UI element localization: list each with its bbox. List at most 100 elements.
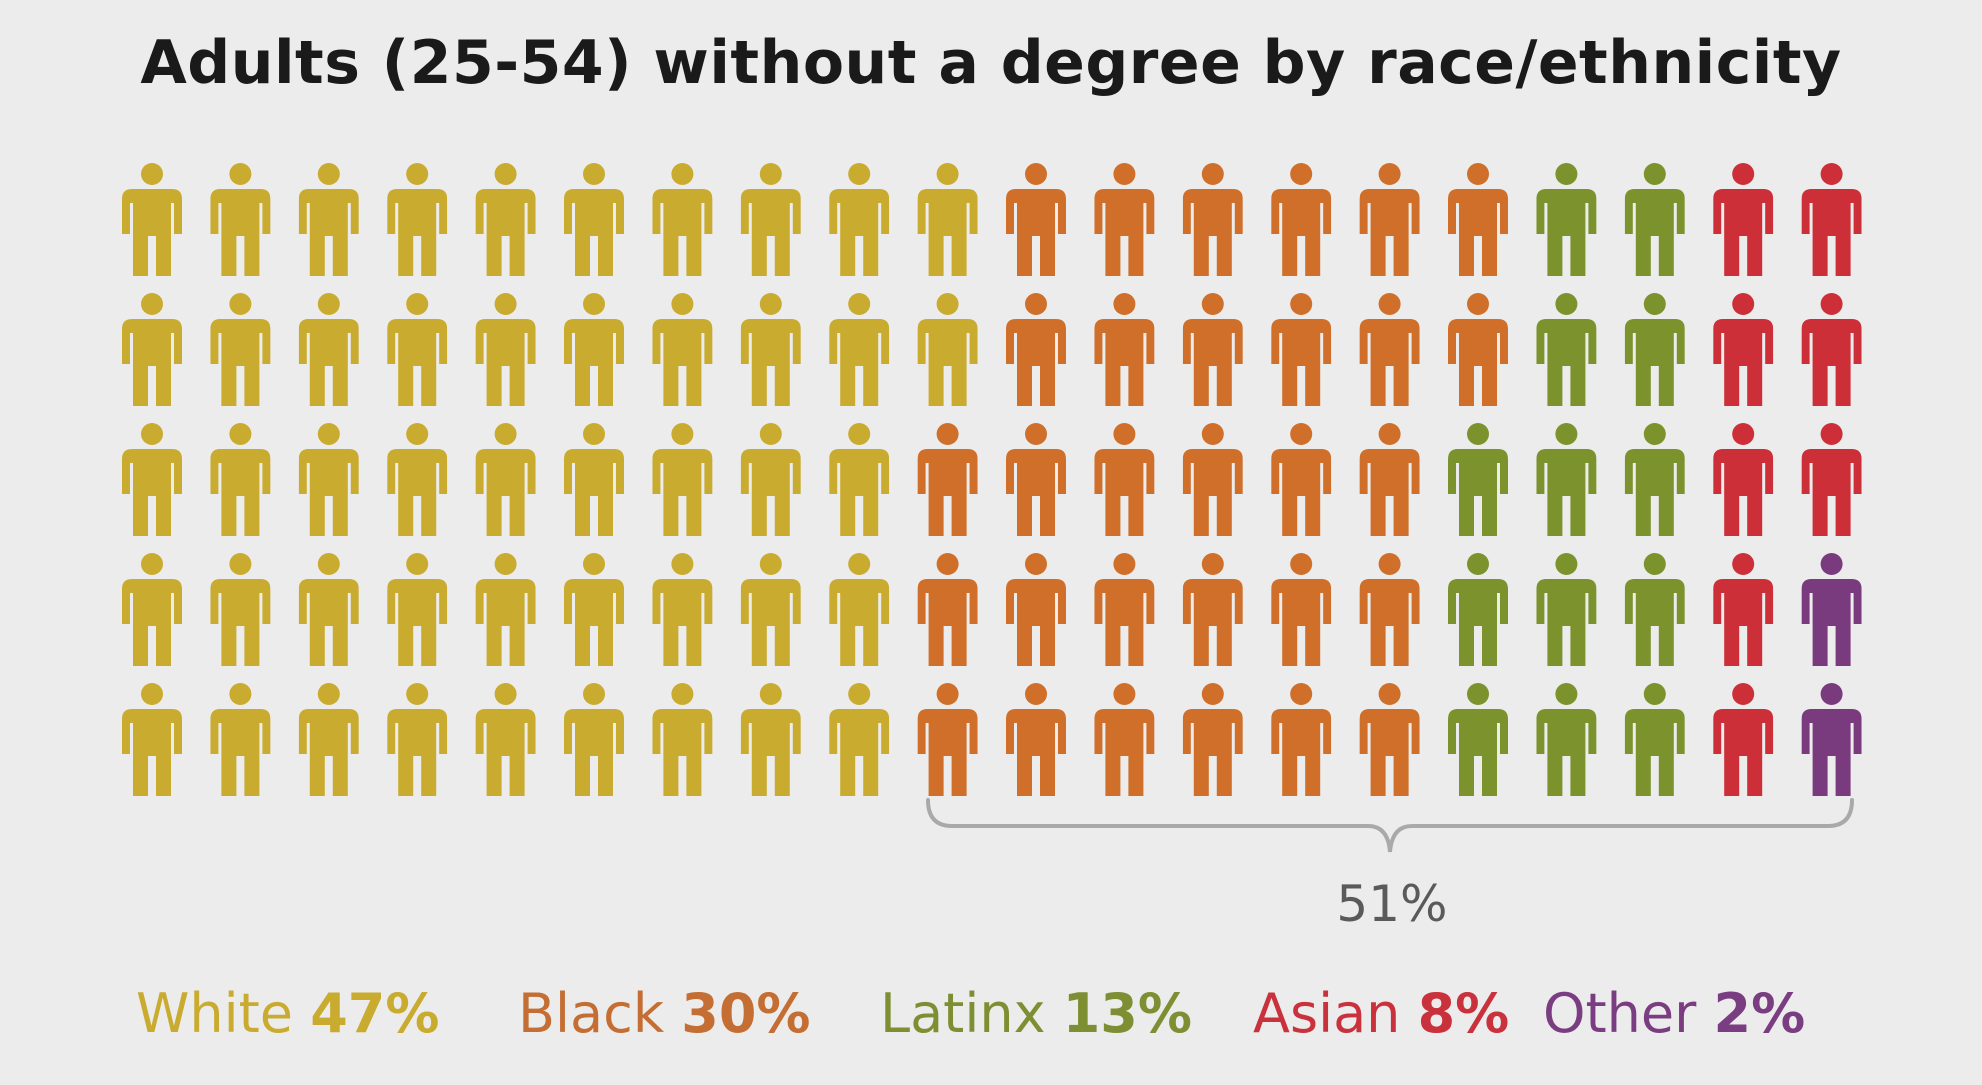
person-icon-other xyxy=(1801,553,1862,666)
person-icon-latinx xyxy=(1536,553,1597,666)
person-icon-black xyxy=(1182,683,1243,796)
person-icon-black xyxy=(1006,683,1066,796)
person-icon-white xyxy=(475,423,536,536)
person-icon-white xyxy=(740,163,801,276)
person-icon-black xyxy=(1448,163,1508,276)
person-icon-black xyxy=(917,553,978,666)
person-icon-white xyxy=(298,553,359,666)
person-icon-white xyxy=(298,163,359,276)
person-icon-black xyxy=(1182,163,1243,276)
legend-value-asian: 8% xyxy=(1417,982,1510,1045)
person-icon-black xyxy=(1271,553,1332,666)
person-icon-latinx xyxy=(1624,293,1685,406)
person-icon-white xyxy=(564,423,624,536)
person-icon-black xyxy=(1006,423,1066,536)
person-icon-white xyxy=(387,553,448,666)
person-icon-white xyxy=(740,553,801,666)
person-icon-black xyxy=(1359,423,1420,536)
legend-label-asian: Asian xyxy=(1253,982,1401,1045)
person-icon-white xyxy=(475,293,536,406)
person-icon-black xyxy=(1094,423,1155,536)
person-icon-white xyxy=(475,163,536,276)
person-icon-black xyxy=(1094,683,1155,796)
person-icon-black xyxy=(1182,423,1243,536)
person-icon-black xyxy=(1448,293,1508,406)
person-icon-asian xyxy=(1713,293,1774,406)
person-icon-black xyxy=(917,423,978,536)
person-icon-black xyxy=(1006,293,1066,406)
person-icon-black xyxy=(1006,553,1066,666)
person-icon-latinx xyxy=(1536,163,1597,276)
person-icon-white xyxy=(298,683,359,796)
legend-label-latinx: Latinx xyxy=(880,982,1046,1045)
person-icon-black xyxy=(1006,163,1066,276)
person-icon-white xyxy=(210,553,271,666)
person-icon-black xyxy=(1271,293,1332,406)
legend-value-latinx: 13% xyxy=(1062,982,1192,1045)
person-icon-black xyxy=(917,683,978,796)
person-icon-black xyxy=(1359,293,1420,406)
person-icon-black xyxy=(1271,683,1332,796)
person-icon-white xyxy=(652,423,713,536)
person-icon-latinx xyxy=(1536,293,1597,406)
person-icon-white xyxy=(652,553,713,666)
person-icon-white xyxy=(829,553,890,666)
person-icon-asian xyxy=(1713,163,1774,276)
legend-item-white: White 47% xyxy=(136,982,439,1045)
person-icon-white xyxy=(652,683,713,796)
person-icon-black xyxy=(1271,163,1332,276)
person-icon-white xyxy=(210,163,271,276)
person-icon-black xyxy=(1182,553,1243,666)
legend-value-white: 47% xyxy=(310,982,440,1045)
person-icon-white xyxy=(564,163,624,276)
person-icon-white xyxy=(917,293,978,406)
person-icon-black xyxy=(1094,293,1155,406)
person-icon-white xyxy=(564,553,624,666)
person-icon-latinx xyxy=(1624,683,1685,796)
person-icon-black xyxy=(1359,553,1420,666)
person-icon-latinx xyxy=(1536,683,1597,796)
person-icon-white xyxy=(829,163,890,276)
person-icon-black xyxy=(1094,163,1155,276)
person-icon-white xyxy=(829,423,890,536)
person-icon-white xyxy=(564,293,624,406)
person-icon-white xyxy=(740,293,801,406)
person-icon-white xyxy=(652,163,713,276)
icon-grid xyxy=(122,163,1862,796)
person-icon-white xyxy=(387,683,448,796)
person-icon-white xyxy=(122,553,182,666)
legend-item-latinx: Latinx 13% xyxy=(880,982,1192,1045)
legend-value-other: 2% xyxy=(1713,982,1806,1045)
person-icon-latinx xyxy=(1624,553,1685,666)
person-icon-white xyxy=(829,683,890,796)
person-icon-latinx xyxy=(1448,553,1508,666)
person-icon-white xyxy=(298,423,359,536)
person-icon-asian xyxy=(1713,553,1774,666)
person-icon-white xyxy=(475,683,536,796)
person-icon-white xyxy=(652,293,713,406)
person-icon-white xyxy=(298,293,359,406)
person-icon-black xyxy=(1359,163,1420,276)
person-icon-white xyxy=(475,553,536,666)
chart-title: Adults (25-54) without a degree by race/… xyxy=(140,28,1842,98)
legend-label-black: Black xyxy=(518,982,665,1045)
person-icon-white xyxy=(210,293,271,406)
person-icon-white xyxy=(564,683,624,796)
legend: White 47% Black 30% Latinx 13% Asian 8% … xyxy=(0,982,1982,1052)
person-icon-white xyxy=(122,683,182,796)
person-icon-asian xyxy=(1713,423,1774,536)
person-icon-white xyxy=(387,163,448,276)
person-icon-other xyxy=(1801,683,1862,796)
person-icon-white xyxy=(387,293,448,406)
person-icon-asian xyxy=(1713,683,1774,796)
legend-label-white: White xyxy=(136,982,294,1045)
person-icon-white xyxy=(829,293,890,406)
person-icon-black xyxy=(1271,423,1332,536)
legend-item-other: Other 2% xyxy=(1543,982,1805,1045)
person-icon-white xyxy=(210,423,271,536)
person-icon-latinx xyxy=(1624,163,1685,276)
person-icon-asian xyxy=(1801,293,1862,406)
legend-value-black: 30% xyxy=(681,982,811,1045)
person-icon-asian xyxy=(1801,423,1862,536)
